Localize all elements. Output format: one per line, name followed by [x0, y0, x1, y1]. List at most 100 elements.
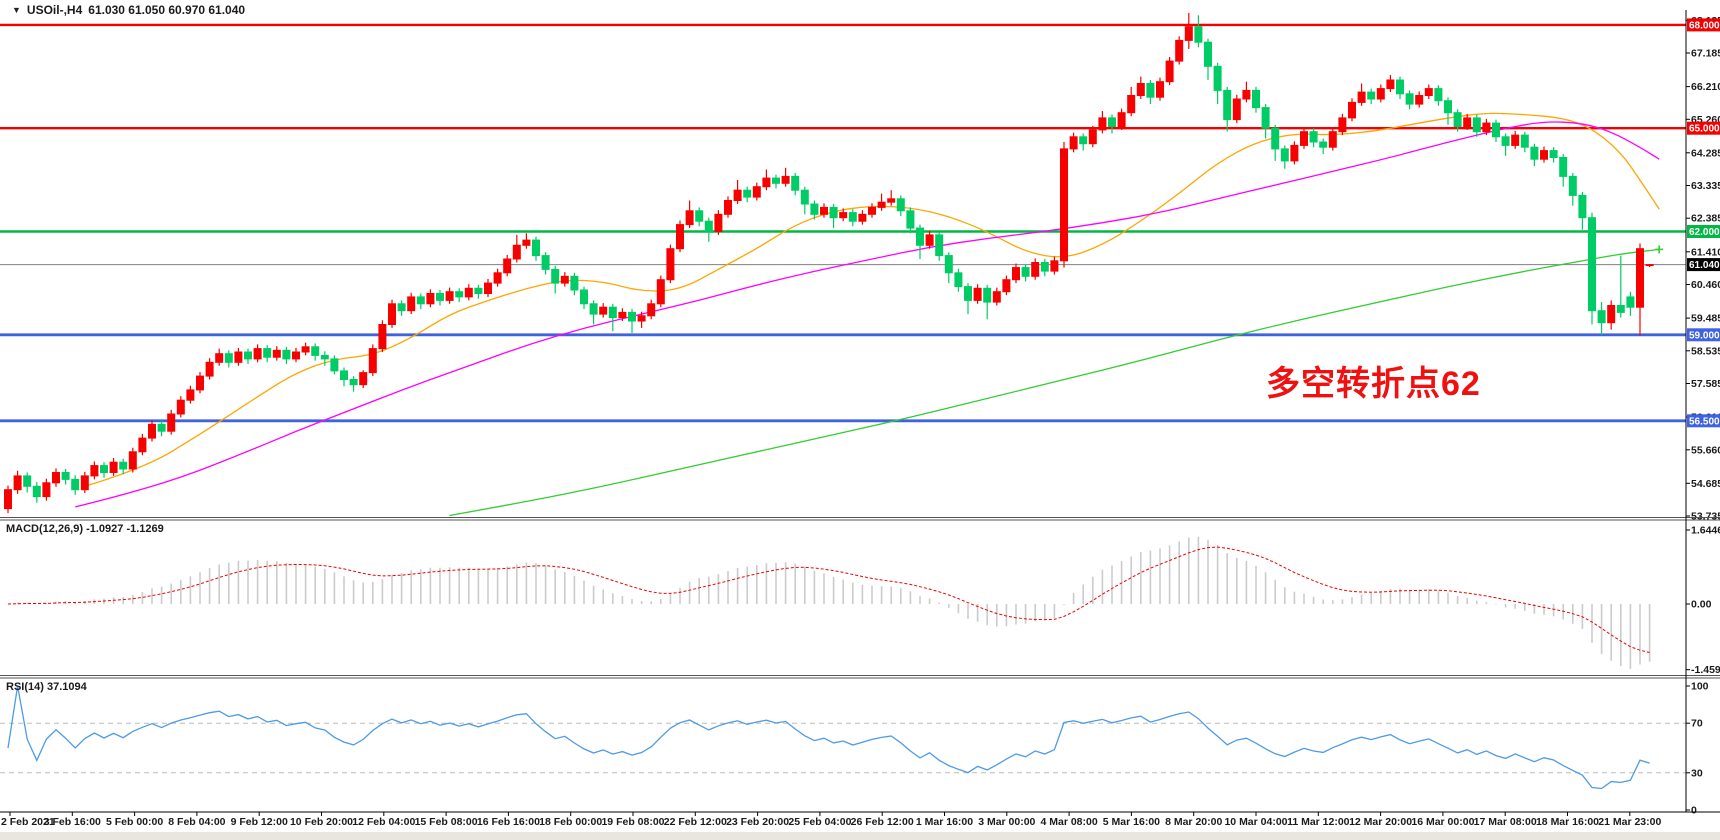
candle-body: [368, 348, 377, 374]
time-tick-label: 9 Feb 12:00: [231, 816, 288, 828]
candle-body: [1098, 117, 1107, 131]
candle-body: [109, 461, 118, 474]
candle-body: [964, 286, 972, 301]
chart-annotation-text: 多空转折点62: [1266, 365, 1481, 403]
price-badge-59.000: [1687, 328, 1720, 342]
candle-body: [935, 234, 944, 257]
rsi-axis-label: 0: [1691, 805, 1697, 817]
candle-body: [1261, 107, 1270, 129]
candle-body: [1568, 175, 1577, 196]
candle-body: [157, 423, 166, 432]
price-badge-56.500: [1687, 414, 1720, 428]
candle-body: [570, 275, 579, 291]
candle-body: [983, 287, 992, 303]
candle-body: [445, 291, 454, 301]
candle-body: [1482, 122, 1491, 133]
candle-body: [1021, 267, 1030, 277]
candle-body: [810, 203, 819, 215]
candle-body: [234, 351, 243, 363]
macd-axis-label: -1.4594: [1691, 664, 1720, 676]
time-tick-label: 12 Mar 20:00: [1349, 816, 1412, 828]
candle-body: [464, 287, 473, 298]
candle-body: [752, 186, 761, 198]
candle-body: [1136, 83, 1145, 96]
candle-body: [1424, 88, 1433, 96]
candle-body: [1434, 88, 1443, 102]
price-axis[interactable]: 68.13567.18566.21065.26064.28563.33562.3…: [1686, 15, 1720, 523]
candle-body: [1338, 117, 1347, 133]
candle-body: [1348, 101, 1356, 119]
candle-body: [407, 296, 416, 312]
candle-body: [311, 346, 320, 356]
time-tick-label: 3 Feb 16:00: [44, 816, 101, 828]
time-tick-label: 2 Feb 2021: [1, 816, 55, 828]
candle-body: [532, 239, 540, 257]
candle-body: [733, 189, 742, 201]
candle-body: [848, 212, 857, 222]
time-tick-label: 18 Feb 00:00: [539, 816, 602, 828]
candle-body: [4, 489, 12, 510]
time-tick-label: 22 Feb 12:00: [664, 816, 727, 828]
time-tick-label: 12 Feb 04:00: [352, 816, 415, 828]
candle-body: [1626, 296, 1635, 308]
candle-body: [1300, 131, 1308, 146]
chart-frame: [0, 10, 1720, 840]
candle-body: [1415, 95, 1424, 105]
price-badge-62.000: [1687, 225, 1720, 238]
candle-body: [1645, 264, 1654, 267]
candle-body: [224, 353, 233, 363]
candle-body: [1146, 83, 1155, 98]
ma-slow-green: [449, 248, 1660, 517]
candle-body: [1405, 93, 1414, 105]
candle-body: [714, 213, 723, 233]
candle-body: [215, 353, 224, 363]
candle-body: [1588, 217, 1596, 312]
candle-body: [877, 201, 886, 208]
candle-body: [868, 206, 876, 215]
time-tick-label: 8 Feb 04:00: [168, 816, 225, 828]
candle-body: [263, 348, 272, 358]
rsi-axis-label: 100: [1691, 681, 1709, 693]
candle-body: [560, 275, 569, 284]
candle-body: [1108, 117, 1116, 128]
price-tick-label: 55.660: [1691, 444, 1720, 456]
candle-body: [781, 175, 790, 184]
candle-body: [349, 379, 358, 386]
candle-body: [1549, 150, 1558, 159]
rsi-axis-label: 70: [1691, 718, 1703, 730]
price-badge-65.000: [1687, 121, 1720, 135]
time-tick-label: 5 Mar 16:00: [1103, 816, 1160, 828]
candle-body: [1252, 89, 1260, 109]
rsi-panel[interactable]: 100 70 30 0: [0, 681, 1709, 817]
time-tick-label: 17 Mar 08:00: [1474, 816, 1537, 828]
time-tick-label: 21 Mar 23:00: [1598, 816, 1661, 828]
candle-body: [493, 272, 502, 284]
candle-body: [887, 198, 896, 203]
macd-panel[interactable]: 1.6446 0.00 -1.4594: [7, 524, 1720, 676]
macd-header: MACD(12,26,9) -1.0927 -1.1269: [6, 523, 164, 535]
chart-title-symbol: USOil-,H4: [26, 3, 83, 17]
candle-body: [90, 465, 99, 477]
chart-dropdown-icon[interactable]: ▼: [12, 5, 21, 15]
candle-body: [522, 239, 531, 246]
candle-body: [71, 478, 80, 491]
candle-body: [1396, 79, 1404, 95]
time-tick-label: 15 Feb 08:00: [415, 816, 478, 828]
candle-body: [1165, 60, 1174, 83]
price-tick-label: 64.285: [1691, 147, 1720, 159]
candle-body: [1501, 136, 1510, 146]
candle-body: [599, 306, 608, 315]
time-tick-label: 19 Feb 08:00: [601, 816, 664, 828]
candle-body: [148, 423, 156, 439]
candle-body: [13, 475, 22, 491]
macd-axis-label: 1.6446: [1691, 524, 1720, 536]
candles-layer: [4, 12, 1654, 514]
ma-mid-magenta: [75, 121, 1660, 508]
candle-body: [32, 485, 41, 498]
time-tick-label: 8 Mar 20:00: [1165, 816, 1222, 828]
candle-body: [1540, 150, 1548, 160]
candle-body: [1040, 262, 1049, 272]
candle-body: [656, 279, 665, 305]
